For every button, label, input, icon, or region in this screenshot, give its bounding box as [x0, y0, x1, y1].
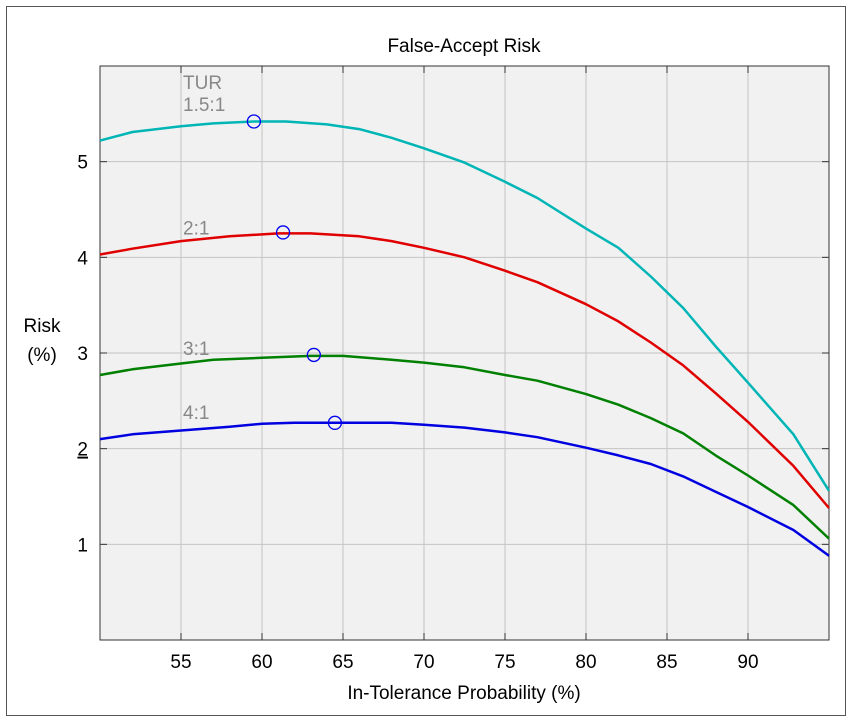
- y-tick-label: 3: [77, 344, 88, 365]
- grid-lines: [100, 66, 829, 640]
- series-line-2-1: [99, 232, 830, 509]
- x-axis-ticks: 55 60 65 70 75 80 85 90: [170, 66, 759, 673]
- x-axis-label: In-Tolerance Probability (%): [347, 683, 580, 704]
- series-label: 1.5:1: [183, 95, 225, 116]
- series-peak-marker: [246, 114, 262, 129]
- legend-header-tur: TUR: [183, 73, 222, 94]
- series-line-4-1: [99, 421, 830, 557]
- y-axis-label-line2: (%): [27, 345, 57, 366]
- y-axis-ticks: 1 2 3 4 5: [77, 153, 829, 556]
- series-line-1-5-1: [99, 120, 831, 492]
- x-tick-label: 60: [251, 652, 272, 673]
- x-tick-label: 85: [656, 652, 677, 673]
- chart-title: False-Accept Risk: [387, 36, 541, 57]
- y-axis-label-line1: Risk: [24, 316, 61, 337]
- x-tick-label: 65: [332, 652, 353, 673]
- series-layer: 1.5:1 2:1 3:1 4:1: [99, 95, 831, 557]
- y-tick-label: 4: [77, 248, 88, 269]
- series-peak-marker: [327, 415, 343, 430]
- x-tick-label: 75: [494, 652, 515, 673]
- y-tick-label: 5: [77, 153, 88, 174]
- series-line-3-1: [99, 354, 830, 540]
- x-tick-label: 90: [737, 652, 758, 673]
- x-tick-label: 80: [575, 652, 596, 673]
- y-tick-label: 2: [77, 440, 88, 461]
- series-label: 4:1: [183, 403, 209, 424]
- x-tick-label: 55: [170, 652, 191, 673]
- series-peak-marker: [306, 347, 321, 363]
- series-label: 3:1: [183, 339, 209, 360]
- series-label: 2:1: [183, 218, 209, 239]
- series-peak-marker: [275, 225, 291, 240]
- x-tick-label: 70: [413, 652, 434, 673]
- y-tick-label: 1: [77, 535, 88, 556]
